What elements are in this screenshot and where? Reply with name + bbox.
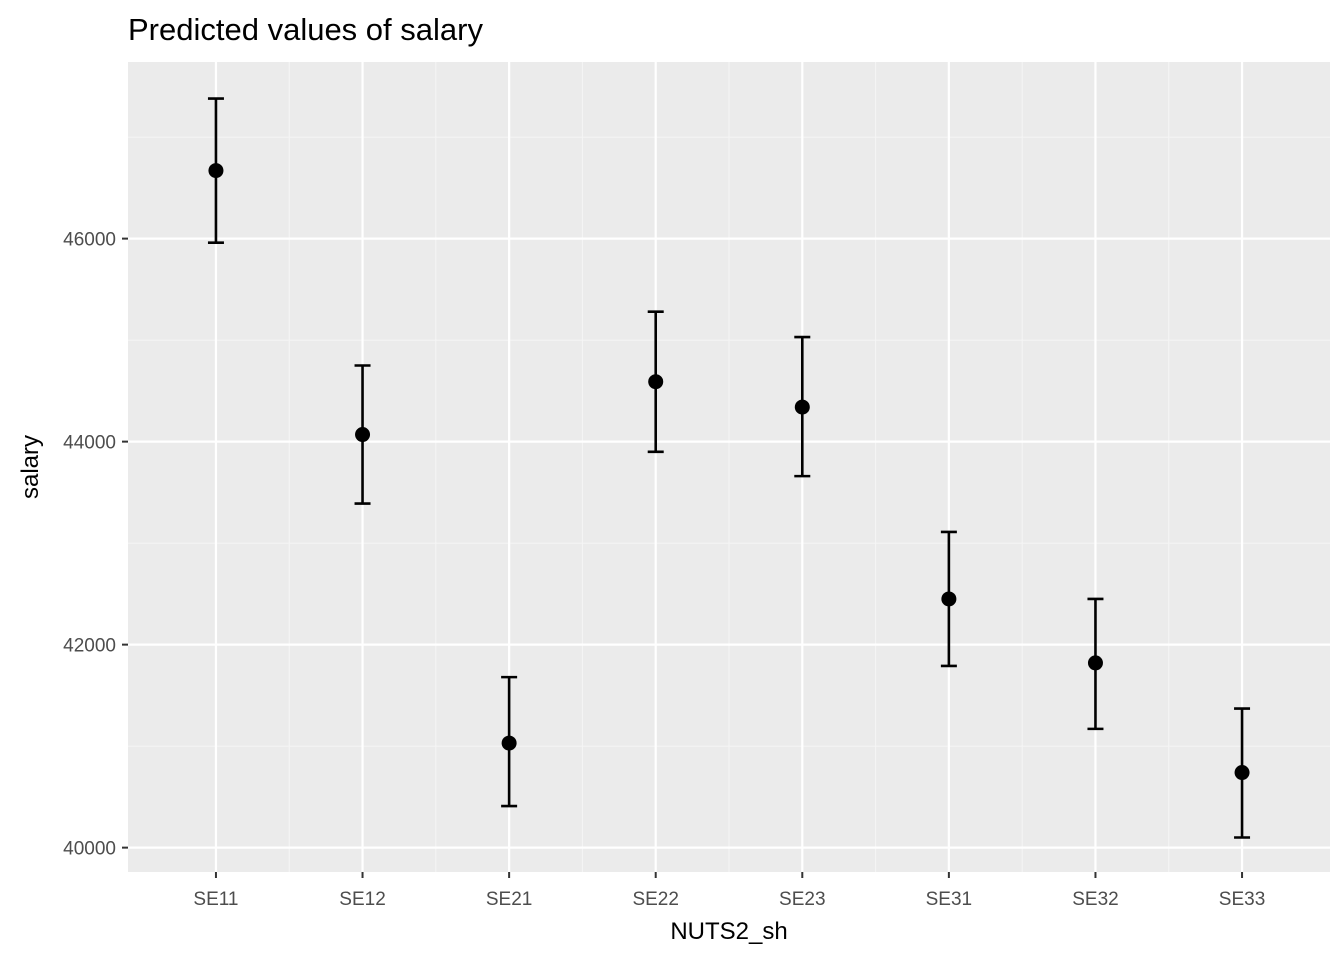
data-point-se22 — [648, 374, 664, 390]
data-points — [208, 163, 1250, 781]
data-point-se11 — [208, 163, 224, 179]
gridlines — [128, 62, 1330, 872]
data-point-se21 — [501, 735, 517, 751]
y-tick-label: 44000 — [63, 433, 116, 454]
x-tick-label: SE33 — [1219, 889, 1265, 910]
x-tick-label: SE12 — [339, 889, 385, 910]
x-axis-title: NUTS2_sh — [670, 918, 787, 945]
data-point-se33 — [1234, 765, 1250, 781]
data-point-se12 — [355, 427, 371, 443]
x-tick-label: SE22 — [632, 889, 678, 910]
x-tick-label: SE23 — [779, 889, 825, 910]
y-tick-label: 46000 — [63, 230, 116, 251]
x-tick-label: SE32 — [1072, 889, 1118, 910]
x-tick-label: SE11 — [193, 889, 238, 910]
y-axis-title: salary — [17, 435, 44, 499]
axes: 40000 42000 44000 46000 SE11 SE12 SE21 SE22 SE23… — [63, 230, 1265, 910]
x-tick-label: SE21 — [486, 889, 532, 910]
x-tick-label: SE31 — [926, 889, 972, 910]
data-point-se23 — [794, 399, 810, 415]
data-point-se32 — [1087, 655, 1103, 671]
data-point-se31 — [941, 591, 957, 607]
y-tick-label: 42000 — [63, 636, 116, 657]
chart-title: Predicted values of salary — [128, 12, 483, 47]
y-tick-label: 40000 — [63, 839, 116, 860]
